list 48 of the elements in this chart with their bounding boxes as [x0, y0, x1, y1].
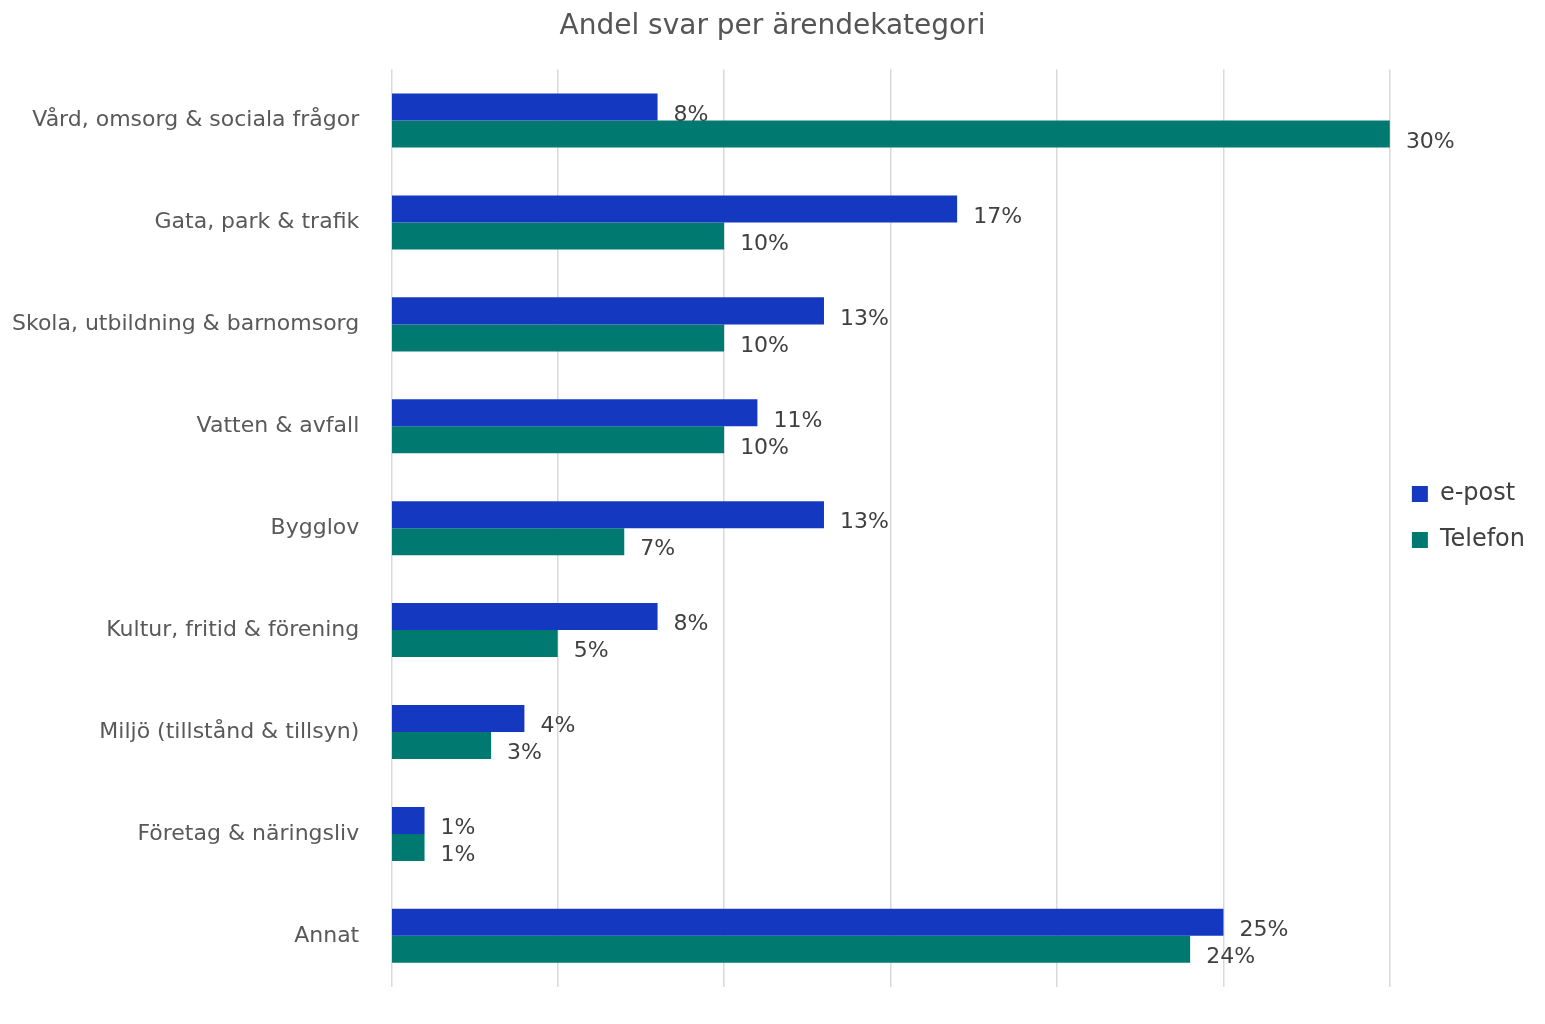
data-label: 10%	[740, 229, 790, 255]
data-label: 13%	[839, 508, 889, 534]
data-label: 1%	[440, 814, 476, 840]
chart-title: Andel svar per ärendekategori	[559, 8, 986, 42]
bar	[392, 93, 658, 121]
y-tick-label: Annat	[294, 921, 360, 947]
legend-label: Telefon	[1438, 524, 1525, 553]
bar	[392, 935, 1191, 963]
data-label: 3%	[507, 739, 543, 765]
bar	[392, 120, 1390, 148]
bar	[392, 630, 558, 658]
bar	[392, 705, 525, 733]
y-tick-label: Skola, utbildning & barnomsorg	[11, 310, 360, 336]
y-tick-label: Miljö (tillstånd & tillsyn)	[99, 717, 360, 743]
bar	[392, 297, 824, 325]
y-tick-label: Bygglov	[270, 513, 360, 539]
bar	[392, 501, 824, 529]
data-label: 10%	[740, 331, 790, 357]
data-label: 13%	[839, 304, 889, 330]
bar	[392, 833, 425, 861]
data-label: 1%	[440, 841, 476, 867]
bar	[392, 426, 725, 454]
y-tick-label: Företag & näringsliv	[137, 819, 360, 845]
data-label: 24%	[1206, 943, 1256, 969]
data-label: 30%	[1405, 127, 1455, 153]
data-label: 17%	[973, 202, 1023, 228]
data-label: 8%	[673, 610, 709, 636]
bar	[392, 528, 625, 556]
data-label: 25%	[1239, 916, 1289, 942]
y-tick-label: Vård, omsorg & sociala frågor	[32, 106, 361, 132]
bar	[392, 195, 958, 223]
legend-label: e-post	[1439, 478, 1516, 507]
bar	[392, 222, 725, 250]
bar	[392, 399, 758, 427]
y-tick-label: Kultur, fritid & förening	[106, 615, 360, 641]
y-tick-label: Gata, park & trafik	[154, 208, 360, 234]
data-label: 8%	[673, 100, 709, 126]
data-label: 4%	[540, 712, 576, 738]
data-label: 5%	[573, 637, 609, 663]
bar	[392, 908, 1224, 936]
bar	[392, 603, 658, 631]
bar	[392, 324, 725, 352]
data-label: 10%	[740, 433, 790, 459]
data-label: 11%	[773, 406, 823, 432]
data-label: 7%	[640, 535, 676, 561]
bar	[392, 732, 492, 760]
y-tick-label: Vatten & avfall	[196, 412, 360, 438]
bar	[392, 806, 425, 834]
